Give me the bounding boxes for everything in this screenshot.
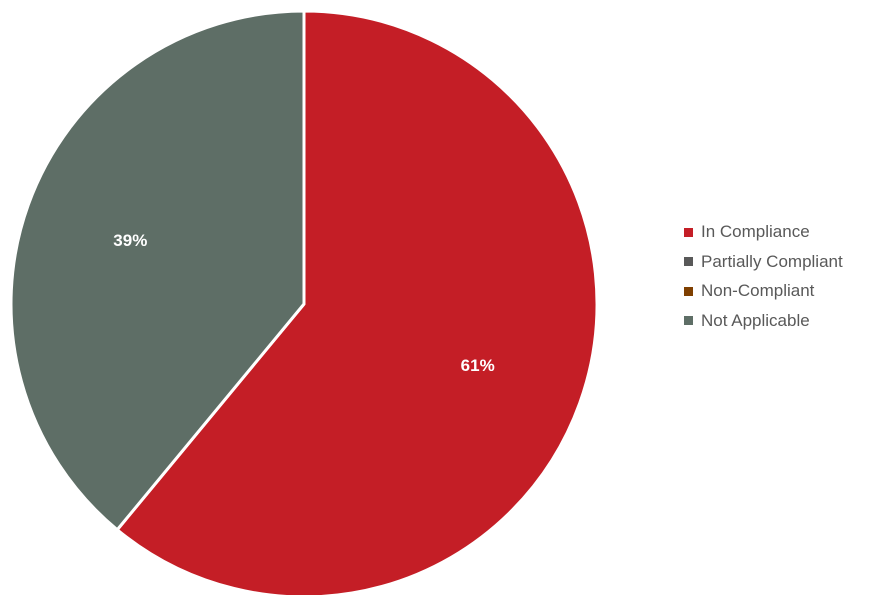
pie-data-labels: 61% 39%: [113, 231, 494, 375]
chart-legend: In Compliance Partially Compliant Non-Co…: [684, 222, 843, 330]
pie-slices: [9, 9, 599, 595]
legend-swatch: [684, 257, 693, 266]
legend-label: In Compliance: [701, 222, 810, 241]
legend-item-not-applicable: Not Applicable: [684, 310, 843, 330]
legend-item-non-compliant: Non-Compliant: [684, 281, 843, 300]
legend-label: Not Applicable: [701, 310, 810, 330]
data-label-in-compliance: 61%: [461, 356, 495, 375]
legend-item-partially-compliant: Partially Compliant: [684, 251, 843, 271]
legend-swatch: [684, 316, 693, 325]
legend-item-in-compliance: In Compliance: [684, 222, 843, 241]
legend-label: Partially Compliant: [701, 251, 843, 271]
legend-swatch: [684, 227, 693, 237]
data-label-not-applicable: 39%: [113, 231, 147, 250]
legend-label: Non-Compliant: [701, 281, 815, 300]
legend-swatch: [684, 286, 693, 296]
pie-slice-not-applicable: [9, 9, 306, 532]
